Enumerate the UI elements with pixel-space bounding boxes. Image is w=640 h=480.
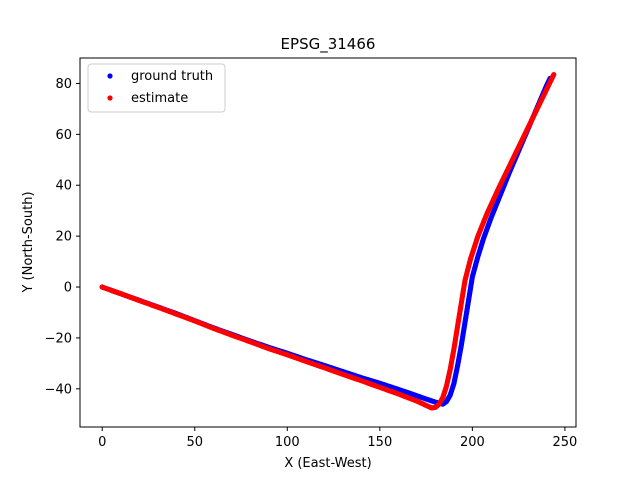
legend-box [87,63,226,113]
y-axis-ticks: −40 −20 0 20 40 60 80 [45,77,80,397]
x-axis-label: X (East-West) [284,456,371,471]
y-tick-label: 0 [64,281,72,296]
series-estimate [99,71,557,411]
x-tick-label: 50 [186,435,203,450]
y-tick-label: −20 [45,331,72,346]
y-tick-label: −40 [45,382,72,397]
plot-points [99,71,557,411]
legend-marker-estimate [107,95,113,101]
legend-label-ground-truth: ground truth [131,69,213,84]
x-tick-label: 0 [98,435,106,450]
legend-label-estimate: estimate [131,91,188,106]
legend-marker-ground-truth [107,73,113,79]
x-tick-label: 250 [552,435,577,450]
y-axis-label: Y (North-South) [21,191,36,293]
x-tick-label: 100 [275,435,300,450]
y-tick-label: 20 [55,230,72,245]
plot-frame [79,57,577,428]
x-tick-label: 150 [367,435,392,450]
x-tick-label: 200 [460,435,485,450]
x-axis-ticks: 0 50 100 150 200 250 [98,427,577,450]
y-tick-label: 80 [55,77,72,92]
y-tick-label: 60 [55,128,72,143]
chart-title: EPSG_31466 [281,35,376,54]
legend: ground truth estimate [87,63,226,113]
y-tick-label: 40 [55,179,72,194]
data-point [551,71,557,78]
